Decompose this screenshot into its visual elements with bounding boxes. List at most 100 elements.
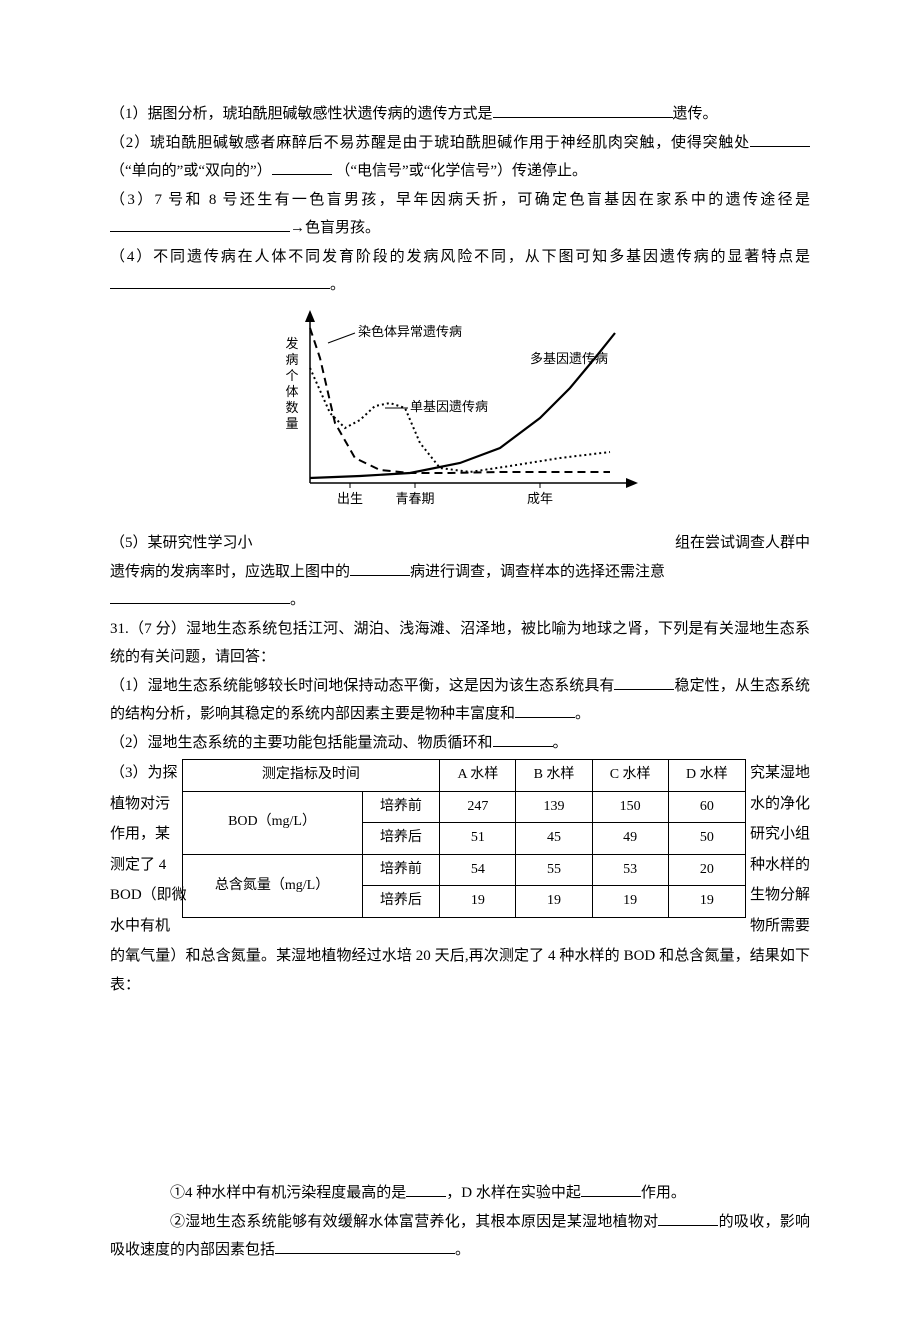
svg-text:多基因遗传病: 多基因遗传病: [530, 351, 608, 366]
q5-2a: 遗传病的发病率时，应选取上图中的: [110, 564, 350, 580]
blank: [658, 1211, 718, 1226]
metric-cell: 总含氮量（mg/L）: [182, 854, 362, 917]
q31-2b: 。: [553, 735, 568, 751]
q31-wrap-left: 作用，某: [110, 820, 174, 849]
q31-wrap-right: 水的净化: [746, 790, 810, 819]
q31-wrap-right: 研究小组: [746, 820, 810, 849]
q2-text-a: （2）琥珀酰胆碱敏感者麻醉后不易苏醒是由于琥珀酰胆碱作用于神经肌肉突触，使得突触…: [110, 135, 750, 151]
value-cell: 60: [668, 791, 745, 823]
q1-text-a: （1）据图分析，琥珀酰胆碱敏感性状遗传病的遗传方式是: [110, 106, 493, 122]
blank: [350, 561, 410, 576]
col-sample: B 水样: [516, 760, 592, 792]
q31-wrap-left: 植物对污: [110, 790, 174, 819]
q31-1c: 。: [575, 706, 590, 722]
value-cell: 19: [592, 886, 668, 918]
q31-1a: （1）湿地生态系统能够较长时间地保持动态平衡，这是因为该生态系统具有: [110, 678, 614, 694]
blank: [614, 675, 674, 690]
question-5-line1: （5）某研究性学习小 组在尝试调查人群中: [110, 529, 810, 558]
blank: [515, 703, 575, 718]
svg-text:量: 量: [285, 416, 298, 431]
question-3: （3）7 号和 8 号还生有一色盲男孩，早年因病夭折，可确定色盲基因在家系中的遗…: [110, 186, 810, 243]
question-31-1: （1）湿地生态系统能够较长时间地保持动态平衡，这是因为该生态系统具有稳定性，从生…: [110, 672, 810, 729]
blank: [750, 132, 810, 147]
value-cell: 247: [440, 791, 516, 823]
col-metric: 测定指标及时间: [182, 760, 440, 792]
q4-text-b: 。: [330, 277, 345, 293]
value-cell: 54: [440, 854, 516, 886]
value-cell: 53: [592, 854, 668, 886]
svg-text:出生: 出生: [337, 491, 363, 506]
value-cell: 19: [516, 886, 592, 918]
q31-s1a: ①4 种水样中有机污染程度最高的是: [170, 1185, 406, 1201]
time-cell: 培养前: [362, 791, 440, 823]
q31-wrap-right: 究某湿地: [746, 759, 810, 788]
question-1: （1）据图分析，琥珀酰胆碱敏感性状遗传病的遗传方式是 遗传。: [110, 100, 810, 129]
col-sample: A 水样: [440, 760, 516, 792]
svg-text:单基因遗传病: 单基因遗传病: [410, 399, 488, 414]
svg-text:发: 发: [285, 336, 298, 351]
q31-s1c: 作用。: [641, 1185, 686, 1201]
svg-text:成年: 成年: [527, 491, 553, 506]
q31-wrap-left: 测定了 4: [110, 851, 170, 880]
water-sample-table: 测定指标及时间A 水样B 水样C 水样D 水样 BOD（mg/L）培养前24713…: [182, 759, 746, 918]
question-5-line2: 遗传病的发病率时，应选取上图中的 病进行调查，调查样本的选择还需注意: [110, 558, 810, 587]
disease-chart-wrap: 发病个体数量染色体异常遗传病单基因遗传病多基因遗传病出生青春期成年: [110, 308, 810, 524]
col-sample: C 水样: [592, 760, 668, 792]
q31-wrap-right: 种水样的: [746, 851, 810, 880]
col-sample: D 水样: [668, 760, 745, 792]
metric-cell: BOD（mg/L）: [182, 791, 362, 854]
blank: [493, 732, 553, 747]
value-cell: 49: [592, 823, 668, 855]
value-cell: 19: [668, 886, 745, 918]
question-31-3-tail: 的氧气量）和总含氮量。某湿地植物经过水培 20 天后,再次测定了 4 种水样的 …: [110, 942, 810, 999]
q31-wrap-right: 生物分解: [746, 881, 810, 910]
q31-wrap-left: BOD（即微: [110, 881, 191, 910]
svg-text:个: 个: [285, 368, 298, 383]
blank: [110, 589, 290, 604]
value-cell: 51: [440, 823, 516, 855]
q31-3tail: 的氧气量）和总含氮量。某湿地植物经过水培 20 天后,再次测定了 4 种水样的 …: [110, 948, 810, 993]
blank: [493, 103, 673, 118]
question-31-sub1: ①4 种水样中有机污染程度最高的是 ，D 水样在实验中起 作用。: [110, 1179, 810, 1208]
svg-text:病: 病: [285, 352, 298, 367]
question-31-header: 31.（7 分）湿地生态系统包括江河、湖泊、浅海滩、沼泽地，被比喻为地球之肾，下…: [110, 615, 810, 672]
blank: [275, 1239, 455, 1254]
q5-2b: 病进行调查，调查样本的选择还需注意: [410, 564, 665, 580]
q1-text-b: 遗传。: [673, 106, 718, 122]
time-cell: 培养前: [362, 854, 440, 886]
q31-s1b: ，D 水样在实验中起: [446, 1185, 581, 1201]
question-4: （4）不同遗传病在人体不同发育阶段的发病风险不同，从下图可知多基因遗传病的显著特…: [110, 243, 810, 300]
q31-header: 31.（7 分）湿地生态系统包括江河、湖泊、浅海滩、沼泽地，被比喻为地球之肾，下…: [110, 621, 810, 666]
svg-text:染色体异常遗传病: 染色体异常遗传病: [358, 324, 462, 339]
value-cell: 55: [516, 854, 592, 886]
spacer: [110, 999, 810, 1179]
blank: [110, 217, 290, 232]
q2-text-c: （“电信号”或“化学信号”）传递停止。: [335, 163, 587, 179]
svg-text:体: 体: [285, 384, 298, 399]
value-cell: 150: [592, 791, 668, 823]
q5-3b: 。: [290, 592, 305, 608]
q31-wrap-left: （3）为探: [110, 759, 182, 788]
question-2: （2）琥珀酰胆碱敏感者麻醉后不易苏醒是由于琥珀酰胆碱作用于神经肌肉突触，使得突触…: [110, 129, 810, 186]
value-cell: 50: [668, 823, 745, 855]
q3-text-b: →色盲男孩。: [290, 220, 380, 236]
time-cell: 培养后: [362, 886, 440, 918]
blank: [581, 1182, 641, 1197]
svg-text:数: 数: [285, 400, 298, 415]
q31-s2c: 。: [455, 1242, 470, 1258]
blank: [272, 160, 332, 175]
q4-text-a: （4）不同遗传病在人体不同发育阶段的发病风险不同，从下图可知多基因遗传病的显著特…: [110, 249, 810, 265]
q2-text-b: （“单向的”或“双向的”）: [110, 163, 272, 179]
value-cell: 139: [516, 791, 592, 823]
q31-wrap-left: 水中有机: [110, 912, 174, 941]
q31-s2a: ②湿地生态系统能够有效缓解水体富营养化，其根本原因是某湿地植物对: [110, 1214, 658, 1230]
question-5-line3: 。: [110, 586, 810, 615]
blank: [406, 1182, 446, 1197]
q5-left: （5）某研究性学习小: [110, 535, 253, 551]
time-cell: 培养后: [362, 823, 440, 855]
question-31-3-wrap: （3）为探测定指标及时间A 水样B 水样C 水样D 水样 BOD（mg/L）培养前…: [110, 759, 810, 940]
q31-2a: （2）湿地生态系统的主要功能包括能量流动、物质循环和: [110, 735, 493, 751]
value-cell: 19: [440, 886, 516, 918]
q31-wrap-right: 物所需要: [746, 912, 810, 941]
question-31-sub2: ②湿地生态系统能够有效缓解水体富营养化，其根本原因是某湿地植物对的吸收，影响吸收…: [110, 1208, 810, 1265]
